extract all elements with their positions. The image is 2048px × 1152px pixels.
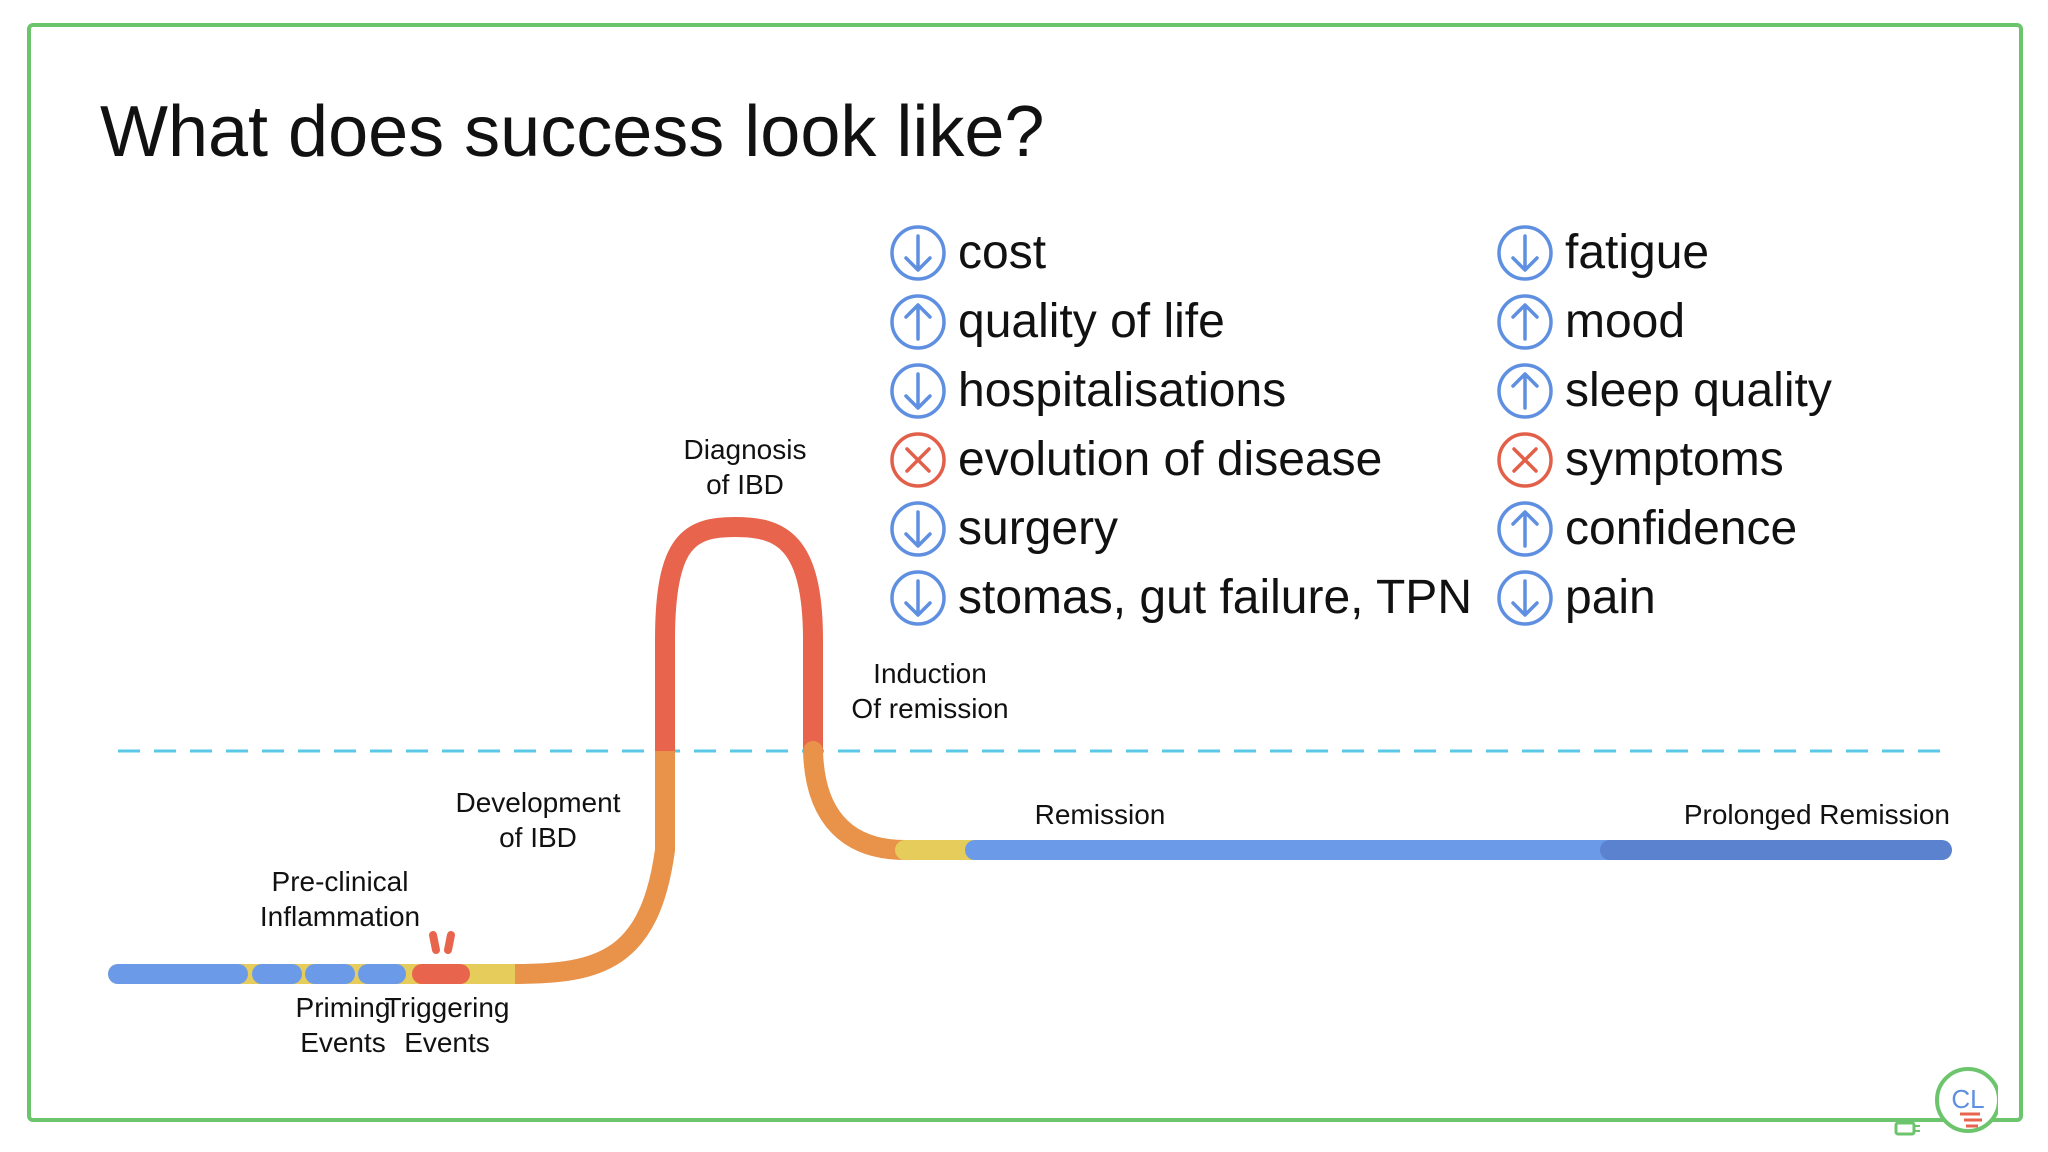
- cl-logo: CL: [1894, 1067, 1998, 1136]
- outcome-item: pain: [1495, 565, 1656, 631]
- cross-icon: [1497, 432, 1553, 488]
- logo-text: CL: [1951, 1084, 1984, 1114]
- arrow-down-icon: [890, 363, 946, 419]
- label-development-line1: Development: [455, 787, 621, 818]
- label-prolonged-remission: Prolonged Remission: [1683, 799, 1950, 830]
- label-diagnosis-of-ibd: Diagnosis of IBD: [670, 432, 820, 502]
- outcome-item: evolution of disease: [888, 427, 1382, 493]
- arrow-down-icon: [890, 225, 946, 281]
- outcome-item: quality of life: [888, 289, 1225, 355]
- outcome-item: mood: [1495, 289, 1685, 355]
- slide-title: What does success look like?: [100, 92, 1045, 172]
- diagnosis-flare-curve: [655, 516, 823, 751]
- outcome-label: surgery: [958, 502, 1119, 555]
- label-preclinical-line2: Inflammation: [259, 901, 421, 932]
- outcome-item: sleep quality: [1495, 358, 1832, 424]
- label-induction-line2: Of remission: [851, 693, 1009, 724]
- label-induction-line1: Induction: [873, 658, 987, 689]
- development-curve: [514, 751, 675, 984]
- arrow-down-icon: [1497, 225, 1553, 281]
- label-development-line2: of IBD: [499, 822, 577, 853]
- label-priming-events: Priming Events: [243, 990, 443, 1060]
- outcome-item: symptoms: [1495, 427, 1784, 493]
- outcome-item: stomas, gut failure, TPN: [888, 565, 1472, 631]
- arrow-down-icon: [890, 570, 946, 626]
- arrow-up-icon: [1497, 294, 1553, 350]
- label-triggering-line1: Triggering: [384, 992, 510, 1023]
- label-induction-of-remission: Induction Of remission: [840, 656, 1020, 726]
- outcome-item: confidence: [1495, 496, 1797, 562]
- cross-icon: [890, 432, 946, 488]
- logo-mark: [1960, 1112, 1982, 1128]
- trigger-mark-right: [444, 931, 455, 954]
- trigger-marks: [429, 931, 455, 954]
- outcome-label: fatigue: [1565, 226, 1710, 279]
- plug-icon: [1894, 1121, 1920, 1136]
- outcome-label: sleep quality: [1565, 364, 1832, 417]
- slide-frame: [27, 23, 2023, 1122]
- outcome-label: confidence: [1565, 502, 1798, 555]
- outcome-item: fatigue: [1495, 220, 1709, 286]
- label-diagnosis-line1: Diagnosis: [683, 434, 807, 465]
- label-preclinical-line1: Pre-clinical: [271, 866, 409, 897]
- outcome-label: evolution of disease: [958, 433, 1383, 486]
- label-triggering-events: Triggering Events: [367, 990, 527, 1060]
- outcome-item: surgery: [888, 496, 1118, 562]
- label-remission: Remission: [1034, 799, 1166, 830]
- outcome-label: hospitalisations: [958, 364, 1287, 417]
- arrow-up-icon: [1497, 501, 1553, 557]
- label-diagnosis-line2: of IBD: [706, 469, 784, 500]
- label-preclinical-inflammation: Pre-clinical Inflammation: [250, 864, 430, 934]
- induction-curve: [803, 741, 915, 860]
- label-development-of-ibd: Development of IBD: [448, 785, 628, 855]
- logo-ring: [1935, 1067, 1998, 1133]
- outcome-label: symptoms: [1565, 433, 1784, 486]
- label-priming-line2: Events: [300, 1027, 386, 1058]
- arrow-down-icon: [1497, 570, 1553, 626]
- trigger-mark-left: [429, 931, 440, 954]
- outcome-label: mood: [1565, 295, 1686, 348]
- arrow-up-icon: [1497, 363, 1553, 419]
- label-triggering-line2: Events: [404, 1027, 490, 1058]
- arrow-up-icon: [890, 294, 946, 350]
- outcome-item: cost: [888, 220, 1046, 286]
- outcome-label: stomas, gut failure, TPN: [958, 571, 1472, 624]
- arrow-down-icon: [890, 501, 946, 557]
- outcome-label: cost: [958, 226, 1047, 279]
- outcome-item: hospitalisations: [888, 358, 1286, 424]
- outcome-label: quality of life: [958, 295, 1225, 348]
- label-priming-line1: Priming: [295, 992, 391, 1023]
- outcome-label: pain: [1565, 571, 1656, 624]
